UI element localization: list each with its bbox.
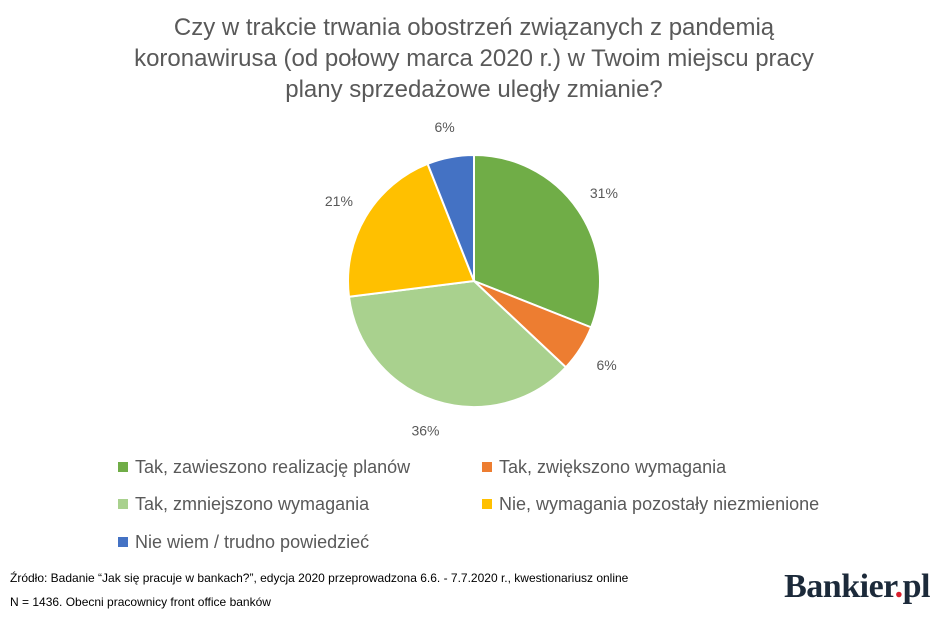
brand-name: Bankier (784, 568, 895, 605)
legend-item-dont-know: Nie wiem / trudno powiedzieć (118, 531, 369, 553)
pie-slice-reduced (347, 279, 568, 408)
legend-swatch-unchanged (482, 499, 492, 509)
source-note: Źródło: Badanie “Jak się pracuje w banka… (10, 571, 629, 585)
legend-swatch-suspended (118, 462, 128, 472)
legend-swatch-dont-know (118, 537, 128, 547)
chart-title: Czy w trakcie trwania obostrzeń związany… (60, 12, 888, 105)
legend-label-reduced: Tak, zmniejszono wymagania (135, 493, 370, 514)
legend-label-increased: Tak, zwiększono wymagania (499, 456, 727, 477)
legend-item-increased: Tak, zwiększono wymagania (482, 456, 726, 478)
chart-title-line-2: koronawirusa (od połowy marca 2020 r.) w… (134, 45, 814, 72)
sample-note: N = 1436. Obecni pracownicy front office… (10, 595, 271, 609)
data-label-increased: 6% (596, 357, 616, 373)
bankier-logo: Bankier.pl (784, 568, 930, 606)
pie-slice-unchanged (347, 162, 476, 298)
pie-slice-dont-know (426, 153, 475, 282)
legend-label-unchanged: Nie, wymagania pozostały niezmienione (499, 493, 820, 514)
data-label-suspended: 31% (590, 185, 618, 201)
legend-item-reduced: Tak, zmniejszono wymagania (118, 493, 369, 515)
pie-slice-suspended (473, 153, 601, 329)
brand-dot: . (894, 568, 904, 605)
data-label-reduced: 36% (411, 422, 439, 438)
legend-swatch-reduced (118, 499, 128, 509)
brand-suffix: pl (902, 568, 931, 605)
legend-label-dont-know: Nie wiem / trudno powiedzieć (135, 531, 370, 552)
legend-label-suspended: Tak, zawieszono realizację planów (135, 456, 411, 477)
legend-swatch-increased (482, 462, 492, 472)
chart-title-line-3: plany sprzedażowe uległy zmianie? (285, 76, 663, 103)
legend-item-suspended: Tak, zawieszono realizację planów (118, 456, 410, 478)
data-label-unchanged: 21% (325, 193, 353, 209)
data-label-dont-know: 6% (434, 119, 454, 135)
legend-item-unchanged: Nie, wymagania pozostały niezmienione (482, 493, 819, 515)
chart-title-line-1: Czy w trakcie trwania obostrzeń związany… (173, 14, 775, 41)
